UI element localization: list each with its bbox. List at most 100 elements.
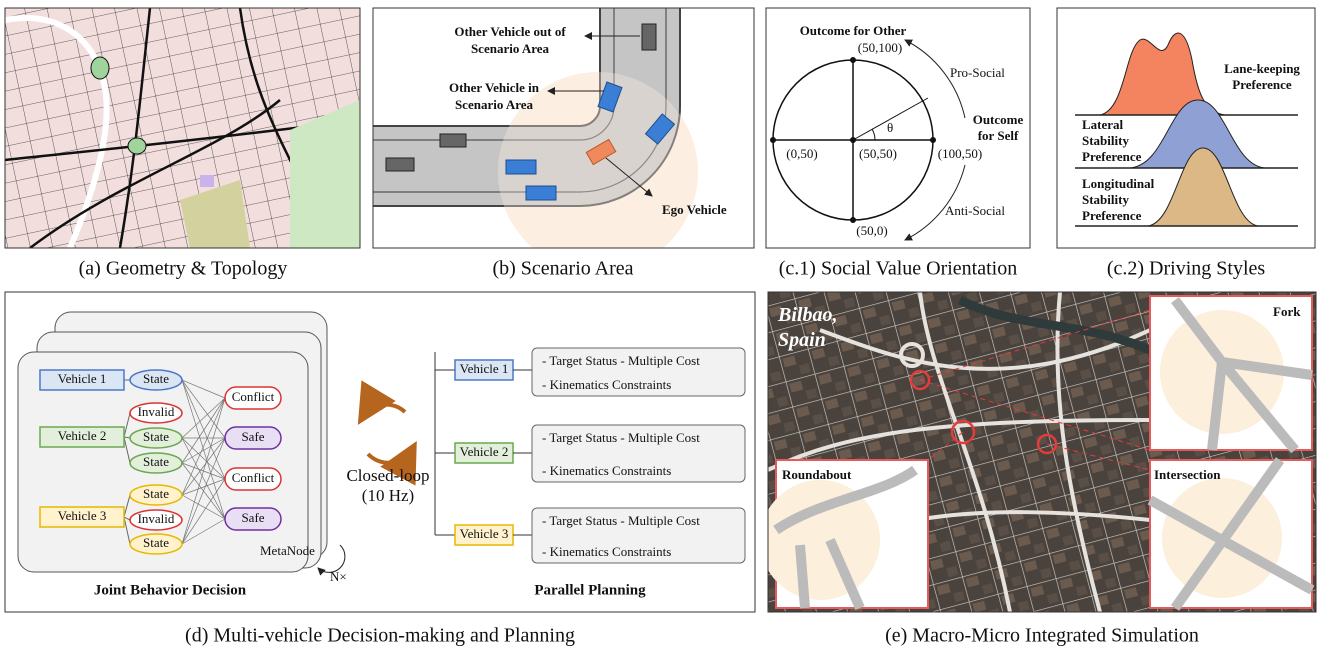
outcome-label: Safe (241, 429, 264, 444)
vehicle-label: Vehicle 1 (58, 371, 107, 386)
shape (899, 342, 925, 368)
outcome-label: Conflict (232, 389, 275, 404)
plan-vehicle-label: Vehicle 2 (460, 444, 509, 459)
state-node (129, 484, 183, 506)
shape (505, 159, 537, 175)
plan-line: - Kinematics Constraints (542, 544, 671, 559)
state-label: State (143, 535, 169, 550)
pt-bottom: (50,0) (856, 223, 887, 238)
shape (852, 97, 929, 141)
shape (290, 100, 360, 248)
edge (181, 494, 226, 520)
anti-social: Anti-Social (945, 203, 1005, 218)
svo (765, 7, 1031, 249)
caption-a: (a) Geometry & Topology (79, 258, 288, 280)
edge (123, 412, 131, 438)
shape (373, 8, 679, 205)
shape (768, 480, 880, 600)
state-node (129, 402, 183, 424)
shape (850, 57, 856, 63)
style-lane: Lane-keeping Preference (1224, 61, 1300, 92)
shape: Spain (778, 329, 826, 351)
shape (200, 175, 214, 187)
shape (644, 113, 676, 145)
state-node (129, 533, 183, 555)
shape: (10 Hz) (362, 486, 414, 505)
shape (366, 440, 417, 486)
shape: Scenario Area (455, 97, 534, 112)
shape: Bilbao, (777, 304, 837, 326)
shape (180, 180, 250, 248)
state-label: State (143, 486, 169, 501)
edge (181, 518, 226, 545)
edge (181, 478, 226, 496)
plan-line: - Kinematics Constraints (542, 463, 671, 478)
vehicle-box (39, 426, 125, 448)
panel-e-frame (767, 291, 1317, 613)
edge (181, 478, 226, 545)
shape (1147, 147, 1259, 227)
shape (585, 138, 617, 166)
shape: for Self (978, 128, 1019, 143)
shape (641, 23, 657, 51)
state-label: State (143, 429, 169, 444)
outcome-node (224, 426, 282, 450)
shape (1056, 7, 1316, 249)
shape: Preference (1232, 77, 1292, 92)
shape (385, 157, 415, 172)
vehicle-label: Vehicle 3 (58, 508, 107, 523)
state-label: Invalid (138, 511, 175, 526)
edge (181, 379, 226, 520)
edge (181, 379, 226, 480)
shape: Stability (1082, 133, 1129, 148)
shape: Lateral (1082, 117, 1124, 132)
map-a (5, 8, 360, 248)
shape (597, 81, 623, 113)
loop-label: Closed-loop (10 Hz) (346, 466, 429, 505)
shape (90, 56, 110, 80)
edge (123, 436, 131, 439)
edge (181, 437, 226, 464)
y-title: Outcome for Other (800, 23, 907, 38)
inset-fork: Fork (1273, 304, 1301, 319)
shape (773, 465, 918, 611)
shape (770, 137, 776, 143)
state-node (129, 509, 183, 531)
pt-center: (50,50) (859, 146, 897, 161)
shape (439, 133, 467, 148)
state-node (129, 369, 183, 391)
vehicle-box (39, 506, 125, 528)
edge (181, 437, 226, 496)
plan-vehicle-label: Vehicle 1 (460, 361, 509, 376)
label-in: Other Vehicle in Scenario Area (449, 80, 540, 112)
style-lateral: Lateral Stability Preference (1082, 117, 1142, 164)
shape (957, 295, 1152, 355)
outcome-label: Conflict (232, 470, 275, 485)
shape (1147, 457, 1315, 611)
plan-line: - Target Status - Multiple Cost (542, 430, 700, 445)
shape (5, 8, 360, 248)
metanode: MetaNode (260, 543, 315, 558)
shape: Other Vehicle in (449, 80, 540, 95)
shape: Preference (1082, 208, 1142, 223)
pt-top: (50,100) (858, 40, 902, 55)
panel-b-frame (372, 7, 755, 249)
shape (317, 544, 346, 576)
state-node (129, 427, 183, 449)
plan-line: - Kinematics Constraints (542, 377, 671, 392)
left-title: Joint Behavior Decision (94, 582, 247, 598)
panel-d-frame (4, 291, 756, 613)
shape (850, 137, 856, 143)
outcome-label: Safe (241, 510, 264, 525)
plan-line: - Target Status - Multiple Cost (542, 353, 700, 368)
shape (768, 292, 1151, 612)
satellite (768, 292, 1316, 612)
shape (605, 157, 653, 197)
shape: Other Vehicle out of (454, 24, 566, 39)
edge (123, 516, 131, 521)
pro-social: Pro-Social (950, 65, 1005, 80)
state-node (129, 452, 183, 474)
shape (909, 369, 931, 391)
outcome-node (224, 386, 282, 410)
